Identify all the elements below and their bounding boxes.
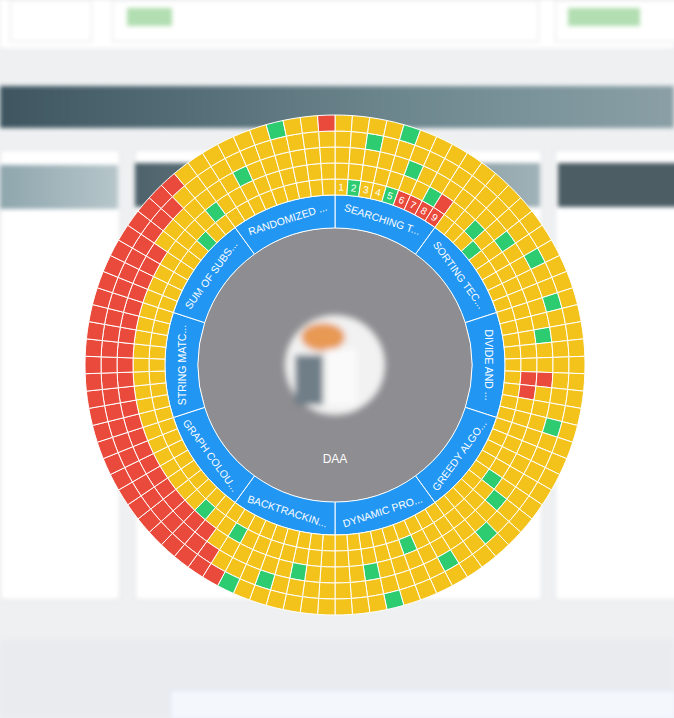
svg-text:7: 7 — [408, 199, 418, 212]
svg-text:DAA: DAA — [323, 452, 348, 466]
svg-text:RANDOMIZED ...: RANDOMIZED ... — [247, 201, 329, 238]
svg-text:DIVIDE AND ...: DIVIDE AND ... — [483, 329, 495, 400]
svg-text:8: 8 — [419, 205, 430, 218]
svg-text:6: 6 — [397, 194, 407, 206]
svg-text:3: 3 — [362, 184, 370, 196]
svg-text:STRING MATC...: STRING MATC... — [176, 325, 188, 405]
svg-text:GRAPH COLOU...: GRAPH COLOU... — [181, 417, 241, 494]
svg-text:9: 9 — [429, 211, 440, 223]
svg-text:SUM OF SUBS...: SUM OF SUBS... — [182, 238, 239, 311]
svg-text:BACKTRACKIN...: BACKTRACKIN... — [246, 492, 329, 529]
svg-text:2: 2 — [350, 182, 357, 194]
svg-text:4: 4 — [374, 186, 382, 198]
svg-text:1: 1 — [338, 182, 344, 193]
svg-text:5: 5 — [386, 190, 395, 202]
svg-text:DYNAMIC PRO...: DYNAMIC PRO... — [341, 492, 423, 529]
svg-text:SORTING TEC...: SORTING TEC... — [431, 239, 488, 311]
svg-text:GREEDY ALGO...: GREEDY ALGO... — [430, 418, 489, 493]
svg-text:SEARCHING T...: SEARCHING T... — [342, 201, 422, 237]
